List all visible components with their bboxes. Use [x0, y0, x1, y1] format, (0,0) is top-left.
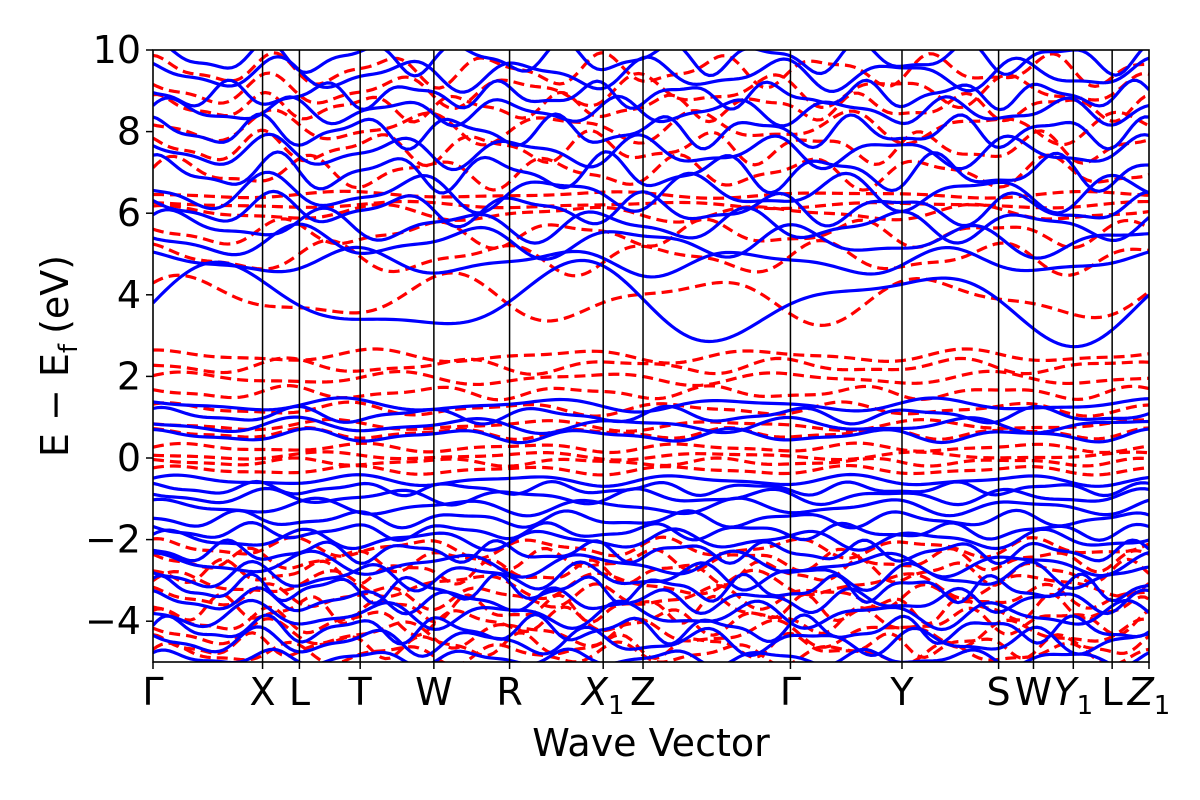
solid-band-28 [153, 112, 1149, 151]
x-tick-label-2: L [289, 670, 310, 714]
x-tick-label-4: W [415, 670, 453, 714]
x-tick-label-3: T [348, 670, 373, 714]
y-tick-label-3: 2 [117, 354, 141, 398]
dashed-band-17 [153, 384, 1149, 402]
y-tick-label-0: −4 [85, 599, 141, 643]
dashed-band-13 [153, 441, 1149, 455]
y-axis-title-main: E − E [33, 353, 77, 457]
solid-bands-group [153, 50, 1149, 662]
solid-band-7 [153, 549, 1149, 579]
y-tick-label-4: 4 [117, 273, 141, 317]
solid-band-12 [153, 496, 1149, 518]
dashed-band-14 [153, 426, 1149, 442]
solid-band-14 [153, 479, 1149, 498]
x-tick-label-10: S [987, 670, 1011, 714]
x-tick-label-9: Y [889, 670, 914, 714]
solid-band-32 [169, 50, 1144, 78]
solid-band-1 [153, 625, 1149, 658]
solid-band-2 [153, 612, 1149, 646]
solid-band-10 [153, 521, 1149, 542]
solid-band-17 [153, 415, 1149, 436]
solid-band-29 [153, 94, 1149, 128]
dashed-band-10 [153, 463, 1149, 477]
plot-frame [152, 49, 1150, 663]
x-tick-label-1: X [250, 670, 276, 714]
dashed-band-0 [153, 640, 1149, 662]
x-tick-label-14: Z1 [1127, 670, 1171, 721]
y-tick-label-5: 6 [117, 191, 141, 235]
solid-band-23 [153, 206, 1149, 245]
dashed-band-21 [153, 271, 1149, 327]
y-tick-label-1: −2 [85, 518, 141, 562]
y-tick-label-6: 8 [117, 110, 141, 154]
x-tick-label-11: W [1015, 670, 1053, 714]
solid-band-11 [153, 508, 1149, 530]
x-tick-label-7: Z [630, 670, 656, 714]
dashed-band-16 [153, 400, 1149, 418]
y-axis-title: E − Ef (eV) [33, 255, 84, 457]
y-axis-title-sub: f [54, 343, 84, 353]
solid-band-19 [153, 396, 1149, 414]
solid-band-0 [153, 647, 1149, 662]
x-axis: Γ X L T W R X1 Z Γ Y S W Y1 L Z1 [142, 662, 1170, 721]
dashed-band-12 [153, 450, 1149, 462]
dashed-band-32 [153, 51, 1149, 90]
solid-band-6 [153, 559, 1149, 593]
solid-band-13 [153, 486, 1149, 507]
plot-area [153, 50, 1149, 662]
y-tick-label-7: 10 [93, 28, 141, 72]
dashed-band-18 [153, 369, 1149, 388]
solid-band-25 [153, 170, 1149, 215]
solid-band-24 [153, 189, 1149, 229]
solid-band-4 [153, 586, 1149, 616]
dashed-band-30 [153, 90, 1149, 124]
solid-band-20 [153, 258, 1149, 349]
x-axis-title: Wave Vector [532, 721, 770, 765]
solid-band-21 [153, 245, 1149, 279]
x-tick-label-12: Y1 [1053, 670, 1093, 721]
solid-band-31 [153, 55, 1149, 94]
x-tick-label-13: L [1102, 670, 1123, 714]
y-axis-title-unit: (eV) [33, 255, 77, 334]
x-tick-label-5: R [496, 670, 522, 714]
solid-band-5 [153, 572, 1149, 605]
solid-band-8 [153, 538, 1149, 566]
solid-band-16 [153, 426, 1149, 445]
dashed-band-20 [153, 347, 1149, 365]
dashed-band-11 [153, 456, 1149, 468]
x-tick-label-0: Γ [142, 670, 163, 714]
dashed-band-15 [153, 417, 1149, 433]
dashed-band-6 [153, 568, 1149, 601]
dashed-band-8 [153, 546, 1149, 574]
dashed-band-5 [153, 582, 1149, 612]
y-axis: −4 −2 0 2 4 6 8 10 [85, 28, 153, 643]
y-tick-label-2: 0 [117, 436, 141, 480]
solid-band-15 [153, 472, 1149, 488]
dashed-band-2 [153, 617, 1149, 650]
kpoint-lines-group [261, 50, 1113, 662]
dashed-band-31 [153, 71, 1149, 110]
x-tick-label-6: X1 [580, 670, 625, 721]
x-tick-label-8: Γ [780, 670, 801, 714]
solid-band-27 [153, 132, 1149, 172]
dashed-band-9 [153, 535, 1149, 560]
dashed-band-24 [153, 202, 1149, 224]
solid-band-26 [153, 150, 1149, 195]
